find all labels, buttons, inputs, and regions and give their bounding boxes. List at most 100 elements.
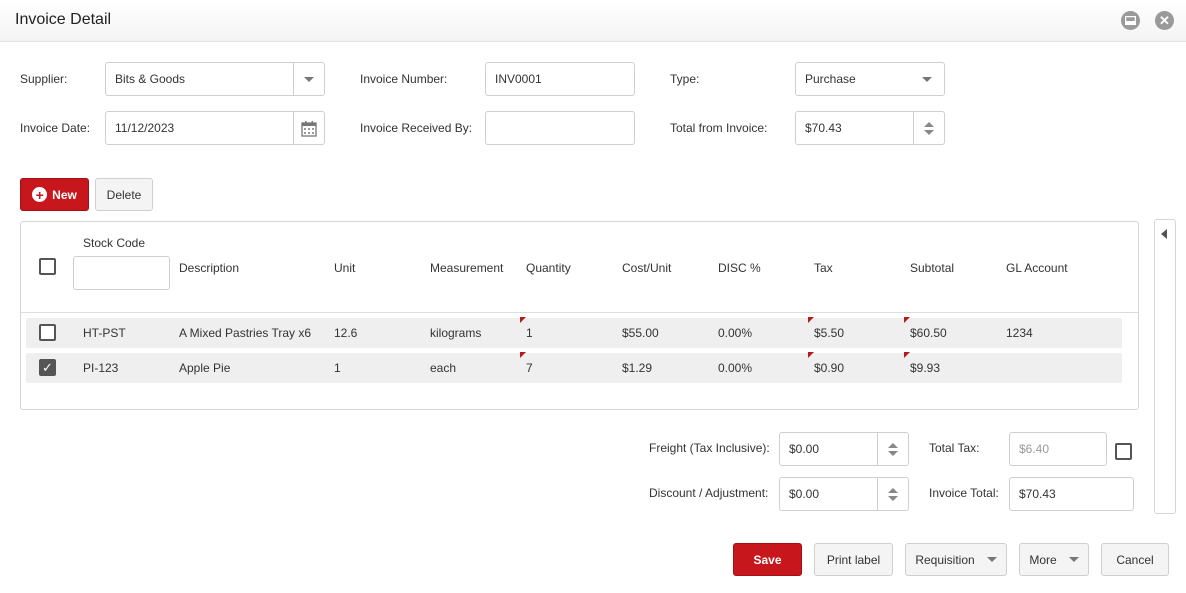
save-button[interactable]: Save bbox=[733, 543, 802, 576]
save-button-label: Save bbox=[753, 552, 782, 567]
col-cost-unit[interactable]: Cost/Unit bbox=[622, 261, 672, 275]
more-button-label: More bbox=[1029, 552, 1057, 567]
chevron-down-icon bbox=[986, 557, 997, 562]
col-tax[interactable]: Tax bbox=[814, 261, 833, 275]
cell-quantity[interactable]: 1 bbox=[526, 326, 533, 340]
invoice-number-value: INV0001 bbox=[495, 72, 542, 86]
cell-description: Apple Pie bbox=[179, 361, 231, 375]
invoice-date-value: 11/12/2023 bbox=[115, 121, 175, 135]
total-tax-input: $6.40 bbox=[1009, 432, 1107, 466]
col-measurement[interactable]: Measurement bbox=[430, 261, 504, 275]
col-disc[interactable]: DISC % bbox=[718, 261, 761, 275]
freight-value: $0.00 bbox=[789, 442, 820, 456]
total-from-invoice-value: $70.43 bbox=[805, 121, 842, 135]
cell-tax[interactable]: $5.50 bbox=[814, 326, 845, 340]
supplier-select[interactable]: Bits & Goods bbox=[105, 62, 325, 96]
discount-input[interactable]: $0.00 bbox=[779, 477, 909, 511]
col-unit[interactable]: Unit bbox=[334, 261, 356, 275]
total-tax-value: $6.40 bbox=[1019, 442, 1050, 456]
cell-tax[interactable]: $0.90 bbox=[814, 361, 845, 375]
col-quantity[interactable]: Quantity bbox=[526, 261, 571, 275]
row-checkbox-checked[interactable]: ✓ bbox=[39, 359, 56, 376]
cancel-button[interactable]: Cancel bbox=[1101, 543, 1169, 576]
header-divider bbox=[21, 312, 1138, 313]
type-select[interactable]: Purchase bbox=[795, 62, 945, 96]
edited-flag-icon bbox=[904, 352, 910, 358]
discount-label: Discount / Adjustment: bbox=[649, 486, 769, 500]
cell-stock-code: PI-123 bbox=[83, 361, 119, 375]
col-subtotal[interactable]: Subtotal bbox=[910, 261, 955, 275]
edited-flag-icon bbox=[520, 352, 526, 358]
total-tax-label: Total Tax: bbox=[929, 441, 980, 455]
spinner-icon[interactable] bbox=[877, 433, 908, 465]
cell-subtotal[interactable]: $9.93 bbox=[910, 361, 941, 375]
chevron-left-icon bbox=[1161, 229, 1167, 239]
supplier-value: Bits & Goods bbox=[115, 72, 186, 86]
print-label-button[interactable]: Print label bbox=[814, 543, 893, 576]
invoice-total-input[interactable]: $70.43 bbox=[1009, 477, 1134, 511]
table-row[interactable]: ✓ PI-123 Apple Pie 1 each 7 $1.29 0.00% … bbox=[26, 352, 1122, 383]
cell-quantity[interactable]: 7 bbox=[526, 361, 533, 375]
invoice-number-input[interactable]: INV0001 bbox=[485, 62, 635, 96]
supplier-label: Supplier: bbox=[20, 72, 68, 86]
col-gl-account[interactable]: GL Account bbox=[1006, 261, 1068, 275]
calendar-icon[interactable] bbox=[293, 112, 324, 144]
invoice-date-label: Invoice Date: bbox=[20, 121, 91, 135]
received-by-input[interactable] bbox=[485, 111, 635, 145]
side-panel-toggle[interactable] bbox=[1154, 219, 1176, 514]
total-from-invoice-label: Total from Invoice: bbox=[670, 121, 768, 135]
invoice-date-input[interactable]: 11/12/2023 bbox=[105, 111, 325, 145]
row-checkbox[interactable] bbox=[39, 324, 56, 341]
print-label-button-label: Print label bbox=[826, 552, 881, 567]
delete-button[interactable]: Delete bbox=[95, 178, 153, 211]
table-row[interactable]: HT-PST A Mixed Pastries Tray x6 12.6 kil… bbox=[26, 317, 1122, 348]
received-by-label: Invoice Received By: bbox=[360, 121, 473, 135]
cell-gl-account[interactable]: 1234 bbox=[1006, 326, 1033, 340]
total-from-invoice-input[interactable]: $70.43 bbox=[795, 111, 945, 145]
requisition-button[interactable]: Requisition bbox=[905, 543, 1007, 576]
chevron-down-icon bbox=[1068, 557, 1079, 562]
type-value: Purchase bbox=[805, 72, 856, 86]
edited-flag-icon bbox=[808, 317, 814, 323]
cell-cost-unit[interactable]: $55.00 bbox=[622, 326, 659, 340]
cell-description: A Mixed Pastries Tray x6 bbox=[179, 326, 312, 340]
cell-unit: 12.6 bbox=[334, 326, 358, 340]
cell-unit: 1 bbox=[334, 361, 341, 375]
stock-code-filter-input[interactable] bbox=[73, 256, 170, 290]
more-button[interactable]: More bbox=[1019, 543, 1089, 576]
total-tax-override-checkbox[interactable] bbox=[1115, 443, 1132, 460]
discount-value: $0.00 bbox=[789, 487, 820, 501]
freight-input[interactable]: $0.00 bbox=[779, 432, 909, 466]
line-items-grid: Stock Code Description Unit Measurement … bbox=[20, 221, 1139, 410]
col-stock-code[interactable]: Stock Code bbox=[83, 236, 146, 250]
cell-disc[interactable]: 0.00% bbox=[718, 326, 753, 340]
cell-measurement: kilograms bbox=[430, 326, 482, 340]
close-icon[interactable]: ✕ bbox=[1155, 11, 1174, 30]
minimize-icon[interactable] bbox=[1121, 11, 1140, 30]
invoice-number-label: Invoice Number: bbox=[360, 72, 448, 86]
cell-disc[interactable]: 0.00% bbox=[718, 361, 753, 375]
chevron-down-icon[interactable] bbox=[293, 63, 324, 95]
new-button[interactable]: + New bbox=[20, 178, 89, 211]
invoice-total-label: Invoice Total: bbox=[929, 486, 999, 500]
cell-subtotal[interactable]: $60.50 bbox=[910, 326, 947, 340]
requisition-button-label: Requisition bbox=[915, 552, 975, 567]
freight-label: Freight (Tax Inclusive): bbox=[649, 441, 770, 455]
delete-button-label: Delete bbox=[106, 187, 142, 202]
invoice-total-value: $70.43 bbox=[1019, 487, 1056, 501]
window-title: Invoice Detail bbox=[15, 11, 112, 28]
title-bar: Invoice Detail ✕ bbox=[0, 0, 1186, 42]
edited-flag-icon bbox=[808, 352, 814, 358]
new-button-label: New bbox=[52, 187, 77, 202]
cell-measurement: each bbox=[430, 361, 457, 375]
select-all-checkbox[interactable] bbox=[39, 258, 56, 275]
type-label: Type: bbox=[670, 72, 700, 86]
spinner-icon[interactable] bbox=[913, 112, 944, 144]
spinner-icon[interactable] bbox=[877, 478, 908, 510]
cell-cost-unit[interactable]: $1.29 bbox=[622, 361, 653, 375]
col-description[interactable]: Description bbox=[179, 261, 240, 275]
edited-flag-icon bbox=[520, 317, 526, 323]
cancel-button-label: Cancel bbox=[1116, 552, 1154, 567]
plus-icon: + bbox=[32, 187, 48, 202]
chevron-down-icon bbox=[922, 77, 932, 82]
